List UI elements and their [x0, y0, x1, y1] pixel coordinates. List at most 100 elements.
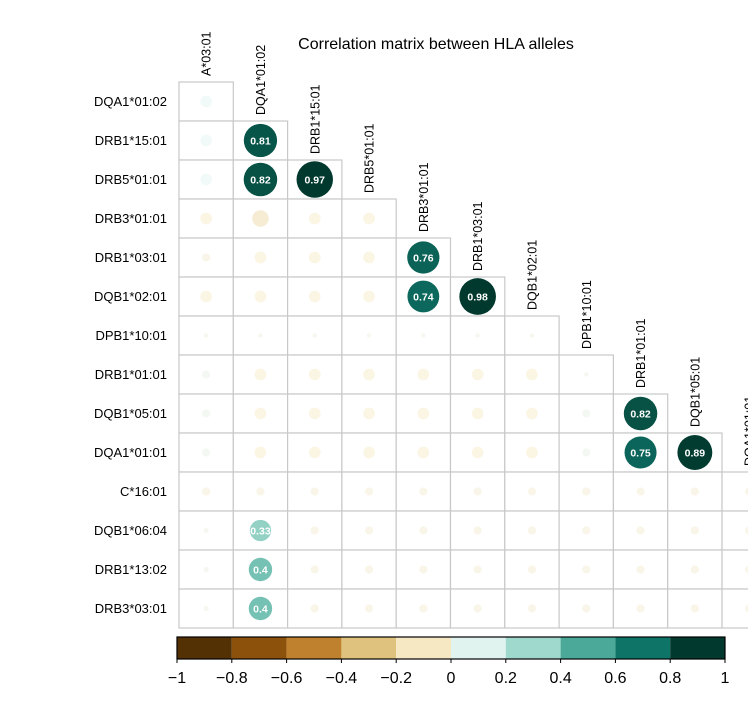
matrix-cell [341, 588, 397, 629]
correlation-circle [249, 519, 272, 542]
column-label: DRB1*03:01 [471, 201, 485, 271]
matrix-cell [178, 315, 234, 356]
matrix-cell [287, 354, 343, 395]
row-label: DQB1*02:01 [94, 289, 167, 304]
correlation-circle [254, 290, 267, 303]
matrix-cell [232, 276, 289, 317]
correlation-circle [636, 565, 645, 574]
correlation-circle [256, 487, 265, 496]
correlation-circle [582, 448, 591, 457]
matrix-cell [395, 510, 452, 551]
matrix-cell [341, 198, 397, 239]
correlation-circle [200, 134, 213, 147]
column-label: DQA1*01:01 [743, 396, 748, 466]
colorbar-tick-label: −0.8 [216, 670, 248, 687]
column-label: DQB1*02:01 [525, 240, 539, 310]
column-label: DQA1*01:02 [254, 45, 268, 115]
correlation-circle [202, 409, 211, 418]
colorbar-tick-label: 0 [447, 670, 456, 687]
matrix-cell [721, 510, 748, 551]
matrix-cell [287, 276, 343, 317]
row-label: DRB3*01:01 [95, 211, 167, 226]
matrix-cell [341, 549, 397, 590]
matrix-cell [178, 81, 234, 122]
value-label: 0.4 [253, 564, 268, 576]
correlation-circle [419, 604, 428, 613]
correlation-circle [243, 162, 278, 197]
correlation-circle [200, 95, 213, 108]
matrix-cell [558, 432, 614, 473]
correlation-circle [254, 251, 267, 264]
column-label: DRB1*15:01 [308, 84, 322, 154]
correlation-circle [310, 604, 319, 613]
value-label: 0.76 [413, 252, 434, 264]
correlation-circle [200, 212, 213, 225]
correlation-circle [582, 487, 591, 496]
correlation-circle [417, 368, 430, 381]
row-label: DRB1*15:01 [95, 133, 167, 148]
value-label: 0.89 [685, 447, 706, 459]
matrix-cell [504, 588, 560, 629]
matrix-cell [341, 237, 397, 278]
correlation-circle [527, 604, 537, 613]
correlation-circle [308, 290, 321, 303]
correlation-circle [473, 604, 482, 613]
matrix-cell [178, 432, 234, 473]
matrix-cell [721, 588, 748, 629]
matrix-cell [341, 471, 397, 512]
row-label: DQB1*05:01 [94, 406, 167, 421]
correlation-circle [258, 333, 263, 338]
matrix-cell [287, 588, 343, 629]
row-labels: DQA1*01:02 DRB1*15:01 DRB5*01:01 DRB3*01:01… [94, 94, 167, 616]
correlation-circle [745, 565, 748, 574]
correlation-circle [745, 604, 748, 613]
correlation-circle [364, 604, 374, 613]
correlation-circle [310, 565, 319, 574]
correlation-circle [419, 565, 428, 574]
correlation-circle [473, 526, 482, 535]
matrix-cell [612, 510, 669, 551]
chart-title: Correlation matrix between HLA alleles [298, 36, 574, 53]
matrix-cell [721, 549, 748, 590]
correlation-circle [745, 526, 748, 535]
correlation-circle [363, 446, 375, 459]
correlation-circle [419, 487, 428, 496]
matrix-cell [232, 198, 289, 239]
colorbar-tick-label: −0.2 [380, 670, 412, 687]
correlation-circle [529, 333, 535, 338]
colorbar-tick-label: 1 [721, 670, 730, 687]
correlation-circle [527, 526, 537, 535]
colorbar-segment [615, 637, 671, 659]
matrix-cell [667, 588, 723, 629]
matrix-cell [341, 510, 397, 551]
matrix-cell [341, 276, 397, 317]
correlation-circle [526, 368, 538, 381]
colorbar-tick-label: 0.6 [604, 670, 626, 687]
colorbar-tick-label: −0.6 [271, 670, 303, 687]
correlation-circle [421, 333, 426, 338]
correlation-circle [473, 565, 482, 574]
matrix-cell [558, 354, 614, 395]
column-label: DQB1*05:01 [688, 357, 702, 427]
colorbar-segment [231, 637, 287, 659]
matrix-cell [178, 393, 234, 434]
matrix-cell [178, 471, 234, 512]
matrix-cell [341, 432, 397, 473]
value-label: 0.81 [250, 135, 271, 147]
row-label: DRB1*03:01 [95, 250, 167, 265]
correlation-circle [582, 526, 591, 535]
row-label: DQB1*06:04 [94, 523, 167, 538]
correlation-circle [364, 526, 374, 535]
column-label: DRB1*01:01 [634, 318, 648, 388]
correlation-circle [200, 173, 213, 186]
colorbar-segment [505, 637, 561, 659]
row-label: DRB1*13:02 [95, 562, 167, 577]
colorbar-segment [560, 637, 616, 659]
matrix-cell [449, 315, 506, 356]
correlation-circle [417, 446, 430, 459]
value-label: 0.97 [305, 174, 326, 186]
correlation-circle [312, 333, 317, 338]
matrix-cell [449, 471, 506, 512]
correlation-circle [584, 372, 589, 377]
correlation-circle [471, 446, 484, 459]
